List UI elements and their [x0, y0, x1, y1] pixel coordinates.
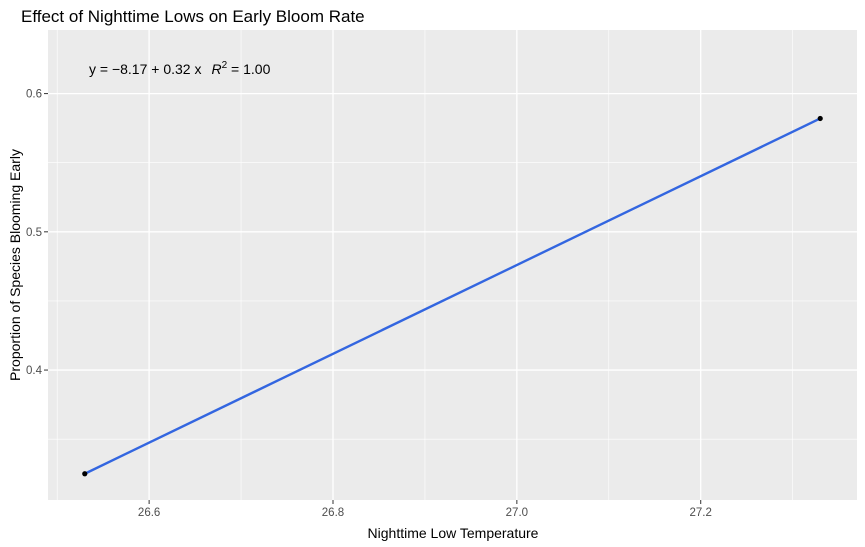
x-tick-label: 27.0: [506, 507, 528, 519]
regression-annotation: y = −8.17 + 0.32 x R2 = 1.00: [89, 60, 271, 77]
chart-title: Effect of Nighttime Lows on Early Bloom …: [21, 7, 365, 26]
plot-panel: [48, 30, 857, 500]
x-tick-label: 27.2: [690, 507, 712, 519]
y-axis-label: Proportion of Species Blooming Early: [7, 149, 23, 381]
grid: [48, 30, 857, 500]
x-axis-label: Nighttime Low Temperature: [368, 525, 539, 541]
x-tick-label: 26.8: [322, 507, 344, 519]
fit-line: [84, 117, 821, 475]
data-points: [82, 115, 823, 477]
axis-ticks: 26.6 26.8 27.0 27.2 0.4 0.5 0.6: [26, 89, 712, 519]
data-point: [817, 115, 823, 122]
data-point: [82, 471, 88, 477]
y-tick-label: 0.4: [26, 365, 43, 377]
r-value: = 1.00: [227, 61, 270, 77]
y-tick-label: 0.5: [26, 227, 42, 239]
equation-text: y = −8.17 + 0.32 x: [89, 61, 201, 77]
r-power: 2: [222, 60, 228, 71]
x-tick-label: 26.6: [138, 507, 160, 519]
r-symbol: R: [211, 61, 221, 77]
y-tick-label: 0.6: [26, 89, 42, 101]
